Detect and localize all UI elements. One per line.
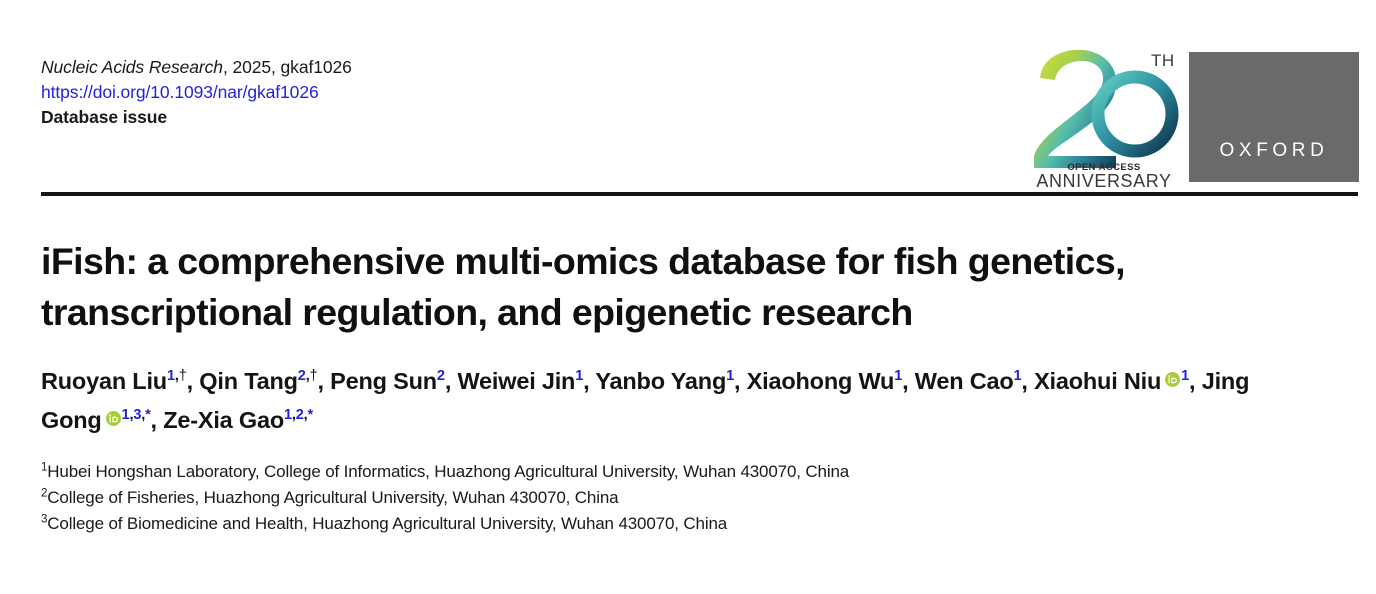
affiliation-text: College of Biomedicine and Health, Huazh…: [47, 514, 728, 533]
author-name: Yanbo Yang: [595, 368, 727, 394]
affiliation-ref[interactable]: 1: [726, 368, 735, 385]
affiliation-ref[interactable]: 3: [133, 407, 142, 424]
author-separator: ,: [317, 368, 331, 394]
orcid-icon[interactable]: [105, 400, 121, 426]
equal-contrib-marker: †: [309, 368, 318, 385]
equal-contrib-marker: †: [178, 368, 187, 385]
affiliation-list: 1Hubei Hongshan Laboratory, College of I…: [41, 459, 1291, 537]
article-header: iFish: a comprehensive multi-omics datab…: [41, 236, 1291, 537]
affiliation-ref[interactable]: 1: [1181, 368, 1190, 385]
author-name: Weiwei Jin: [457, 368, 576, 394]
affiliation-ref[interactable]: 1: [283, 407, 292, 424]
svg-text:ANNIVERSARY: ANNIVERSARY: [1036, 171, 1171, 190]
author: Wen Cao1: [915, 368, 1022, 394]
affiliation-ref[interactable]: 1: [121, 407, 130, 424]
corresponding-author-marker[interactable]: *: [307, 407, 314, 424]
affiliation-ref[interactable]: 1: [166, 368, 175, 385]
journal-citation-line: Nucleic Acids Research, 2025, gkaf1026: [41, 55, 352, 80]
affiliation-marker: 3: [41, 513, 48, 526]
author: Yanbo Yang1: [595, 368, 734, 394]
author-name: Jing Gong: [41, 368, 1250, 433]
author-separator: ,: [734, 368, 747, 394]
issue-label: Database issue: [41, 107, 168, 127]
affiliation-text: College of Fisheries, Huazhong Agricultu…: [47, 488, 619, 507]
affiliation-marker: 2: [41, 487, 48, 500]
author: Peng Sun2: [330, 368, 445, 394]
author-separator: ,: [1021, 368, 1035, 394]
author-superscript: 1: [894, 368, 902, 384]
orcid-icon[interactable]: [1165, 361, 1181, 387]
author-superscript: 2,†: [297, 368, 318, 385]
author: Weiwei Jin1: [457, 368, 583, 394]
author-separator: ,: [902, 368, 915, 394]
author: Ze-Xia Gao1,2,*: [163, 407, 313, 433]
affiliation-item: 1Hubei Hongshan Laboratory, College of I…: [41, 459, 1291, 485]
masthead: Nucleic Acids Research, 2025, gkaf1026 h…: [0, 0, 1376, 196]
author-superscript: 2: [437, 368, 445, 384]
journal-citation-rest: , 2025, gkaf1026: [222, 57, 352, 77]
author: Ruoyan Liu1,†: [41, 368, 187, 394]
affiliation-ref[interactable]: 1: [894, 368, 903, 385]
author-separator: ,: [583, 368, 596, 394]
journal-citation-block: Nucleic Acids Research, 2025, gkaf1026 h…: [41, 55, 352, 130]
author-name: Ruoyan Liu: [41, 368, 167, 394]
affiliation-marker: 1: [41, 461, 48, 474]
open-access-anniversary-logo: TH OPEN ACCESS ANNIVERSARY: [1028, 44, 1180, 190]
author: Xiaohui Niu 1: [1034, 368, 1189, 394]
author-name: Xiaohong Wu: [746, 368, 895, 394]
journal-name: Nucleic Acids Research: [41, 57, 223, 77]
author-name: Ze-Xia Gao: [163, 407, 284, 433]
author-superscript: 1: [726, 368, 734, 384]
affiliation-text: Hubei Hongshan Laboratory, College of In…: [47, 462, 850, 481]
author-superscript: 1,†: [166, 368, 187, 385]
author-separator: ,: [150, 407, 164, 433]
author-separator: ,: [1189, 368, 1202, 394]
author-separator: ,: [444, 368, 458, 394]
affiliation-ref[interactable]: 2: [295, 407, 304, 424]
author-superscript: 1: [1181, 368, 1189, 384]
author-name: Wen Cao: [914, 368, 1014, 394]
author-name: Qin Tang: [199, 368, 298, 394]
author: Jing Gong 1,3,*: [41, 368, 1249, 433]
article-title: iFish: a comprehensive multi-omics datab…: [41, 240, 1126, 333]
corresponding-author-marker[interactable]: *: [145, 407, 151, 424]
masthead-divider: [41, 192, 1358, 196]
author-name: Peng Sun: [330, 368, 437, 394]
publisher-logo-box: OXFORD: [1189, 52, 1359, 182]
author-superscript: 1: [1014, 368, 1022, 384]
author-list: Ruoyan Liu1,†, Qin Tang2,†, Peng Sun2, W…: [41, 361, 1291, 439]
affiliation-item: 2College of Fisheries, Huazhong Agricult…: [41, 485, 1291, 511]
affiliation-ref[interactable]: 1: [575, 368, 584, 385]
author: Qin Tang2,†: [199, 368, 317, 394]
affiliation-item: 3College of Biomedicine and Health, Huaz…: [41, 511, 1291, 537]
author-superscript: 1: [575, 368, 583, 384]
author-name: Xiaohui Niu: [1034, 368, 1162, 394]
svg-text:TH: TH: [1151, 51, 1175, 70]
publisher-name: OXFORD: [1219, 140, 1329, 161]
author-separator: ,: [186, 368, 200, 394]
author: Xiaohong Wu1: [746, 368, 903, 394]
svg-text:OPEN ACCESS: OPEN ACCESS: [1067, 162, 1140, 173]
affiliation-ref[interactable]: 2: [436, 368, 445, 385]
author-superscript: 1,3,*: [121, 407, 151, 424]
doi-link[interactable]: https://doi.org/10.1093/nar/gkaf1026: [41, 82, 319, 102]
affiliation-ref[interactable]: 2: [297, 368, 306, 385]
author-superscript: 1,2,*: [283, 407, 314, 424]
affiliation-ref[interactable]: 1: [1013, 368, 1022, 385]
